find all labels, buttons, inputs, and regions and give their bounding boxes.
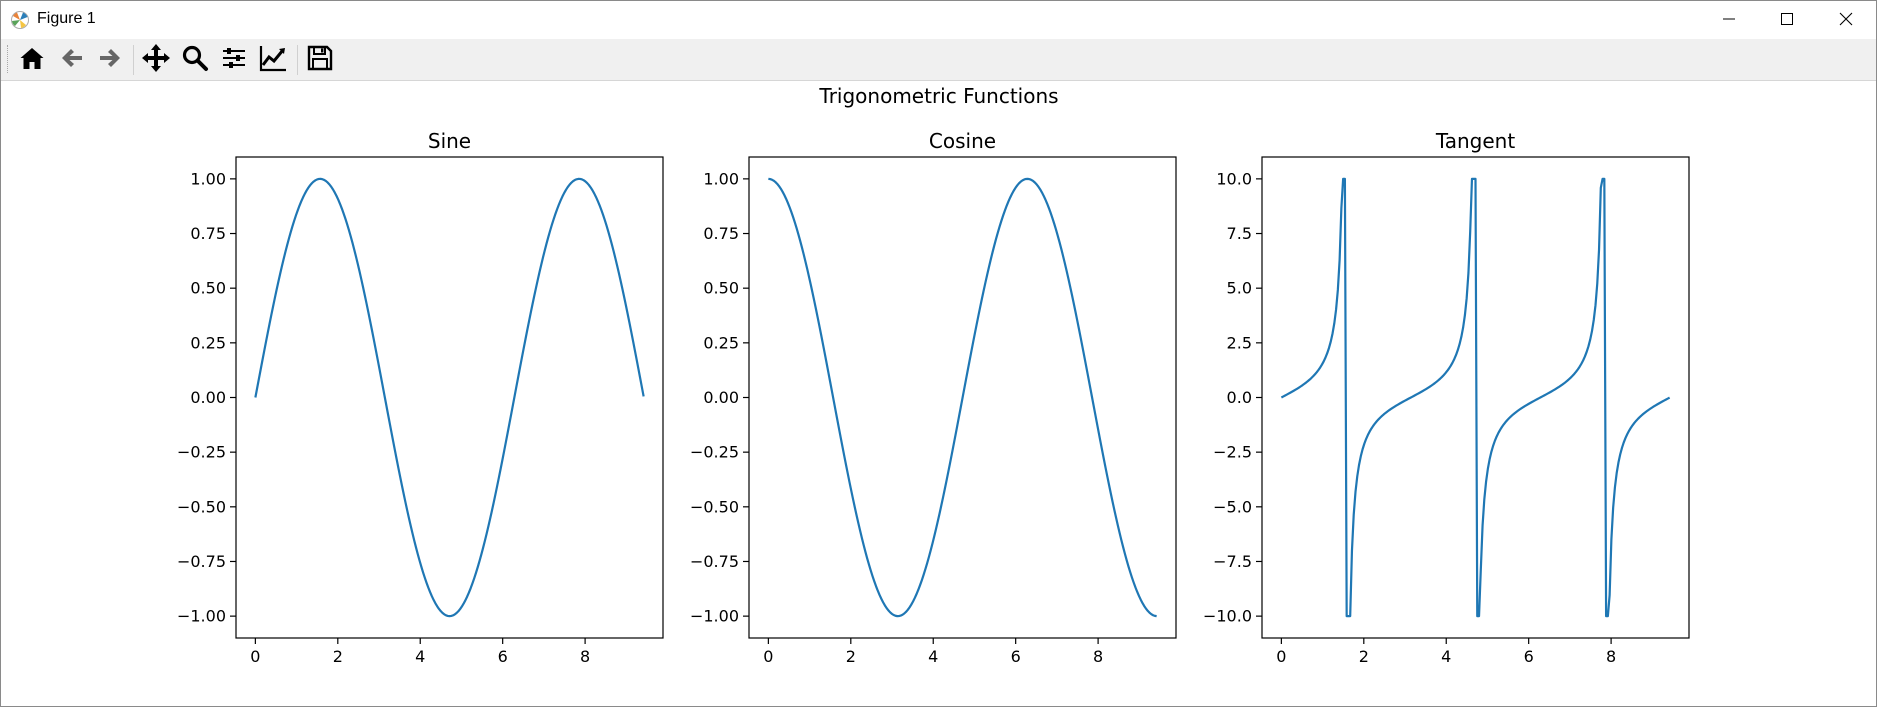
y-tick-label: 5.0 <box>1227 279 1252 298</box>
axes-frame <box>235 156 664 639</box>
y-tick-label: 7.5 <box>1227 224 1252 243</box>
y-tick-label: 1.00 <box>703 169 739 188</box>
y-tick-label: 10.0 <box>1216 169 1252 188</box>
forward-button[interactable] <box>93 43 127 77</box>
subplot-cosine: 0 2 4 6 8 1.00 0.75 0.50 0.25 0.00 −0.25 −0.50 −0.75… <box>690 129 1177 666</box>
x-tick-label: 0 <box>1276 647 1286 666</box>
x-tick-label: 2 <box>1359 647 1369 666</box>
y-tick-label: 0.00 <box>703 388 739 407</box>
x-tick-label: 4 <box>1441 647 1451 666</box>
x-tick-label: 2 <box>846 647 856 666</box>
subplot-tangent: 0 2 4 6 8 10.0 7.5 5.0 2.5 0.0 −2.5 −5.0 −7.5 −10.0 Ta… <box>1203 129 1690 666</box>
figure-svg: Trigonometric Functions 0 2 4 6 8 1.00 0.75 0.5… <box>177 84 1690 666</box>
x-tick-label: 8 <box>1093 647 1103 666</box>
zoom-magnifier-icon <box>181 44 209 76</box>
x-tick-label: 6 <box>498 647 508 666</box>
x-tick-label: 0 <box>763 647 773 666</box>
x-tick-label: 8 <box>580 647 590 666</box>
y-tick-label: −0.75 <box>177 552 226 571</box>
x-tick-label: 4 <box>415 647 425 666</box>
y-tick-label: 0.75 <box>703 224 739 243</box>
y-tick-label: −0.75 <box>690 552 739 571</box>
y-tick-label: −0.50 <box>690 497 739 516</box>
x-tick-label: 2 <box>333 647 343 666</box>
toolbar-grip[interactable] <box>7 45 11 73</box>
toolbar-separator <box>297 45 298 75</box>
close-button[interactable] <box>1817 1 1875 39</box>
edit-axes-icon <box>258 43 288 77</box>
save-button[interactable] <box>303 43 337 77</box>
y-tick-label: −7.5 <box>1213 552 1252 571</box>
y-tick-label: 0.00 <box>190 388 226 407</box>
y-tick-label: 0.50 <box>703 279 739 298</box>
y-tick-label: −1.00 <box>690 607 739 626</box>
back-button[interactable] <box>55 43 89 77</box>
home-button[interactable] <box>15 43 49 77</box>
matplotlib-logo-icon <box>10 10 30 30</box>
close-icon <box>1839 11 1853 30</box>
figure-suptitle: Trigonometric Functions <box>818 84 1058 108</box>
home-icon <box>18 44 46 76</box>
y-tick-label: 1.00 <box>190 169 226 188</box>
y-tick-label: 0.25 <box>190 333 226 352</box>
pan-button[interactable] <box>139 43 173 77</box>
zoom-button[interactable] <box>178 43 212 77</box>
customize-button[interactable] <box>256 43 290 77</box>
series-line <box>254 177 645 618</box>
y-tick-label: −1.00 <box>177 607 226 626</box>
window-title: Figure 1 <box>37 10 96 27</box>
subplots-button[interactable] <box>217 43 251 77</box>
series-line <box>1280 177 1671 618</box>
toolbar-separator <box>133 45 134 75</box>
subplot-title: Tangent <box>1435 129 1516 153</box>
subplot-sine: 0 2 4 6 8 1.00 0.75 0.50 0.25 0.00 −0.25 −0.50 −0.75… <box>177 129 664 666</box>
subplot-title: Cosine <box>929 129 996 153</box>
back-arrow-icon <box>58 44 86 76</box>
x-tick-label: 6 <box>1011 647 1021 666</box>
pan-move-icon <box>141 43 171 77</box>
figure-canvas[interactable]: Trigonometric Functions 0 2 4 6 8 1.00 0.75 0.5… <box>1 81 1876 706</box>
y-tick-label: 0.75 <box>190 224 226 243</box>
y-tick-label: −0.25 <box>690 443 739 462</box>
minimize-icon <box>1722 11 1736 30</box>
x-tick-label: 4 <box>928 647 938 666</box>
y-tick-label: −2.5 <box>1213 443 1252 462</box>
x-tick-label: 8 <box>1606 647 1616 666</box>
maximize-icon <box>1780 11 1794 30</box>
series-line <box>768 177 1157 618</box>
subplot-title: Sine <box>428 129 471 153</box>
forward-arrow-icon <box>96 44 124 76</box>
x-tick-label: 0 <box>250 647 260 666</box>
y-tick-label: 2.5 <box>1227 333 1252 352</box>
y-tick-label: −0.25 <box>177 443 226 462</box>
y-tick-label: −10.0 <box>1203 607 1252 626</box>
y-tick-label: 0.50 <box>190 279 226 298</box>
subplots-configure-icon <box>220 44 248 76</box>
save-floppy-icon <box>306 44 334 76</box>
x-tick-label: 6 <box>1524 647 1534 666</box>
y-tick-label: 0.0 <box>1227 388 1252 407</box>
navigation-toolbar <box>1 39 1876 81</box>
minimize-button[interactable] <box>1700 1 1758 39</box>
maximize-button[interactable] <box>1758 1 1816 39</box>
y-tick-label: −5.0 <box>1213 497 1252 516</box>
y-tick-label: 0.25 <box>703 333 739 352</box>
y-tick-label: −0.50 <box>177 497 226 516</box>
title-bar[interactable]: Figure 1 <box>1 1 1876 39</box>
